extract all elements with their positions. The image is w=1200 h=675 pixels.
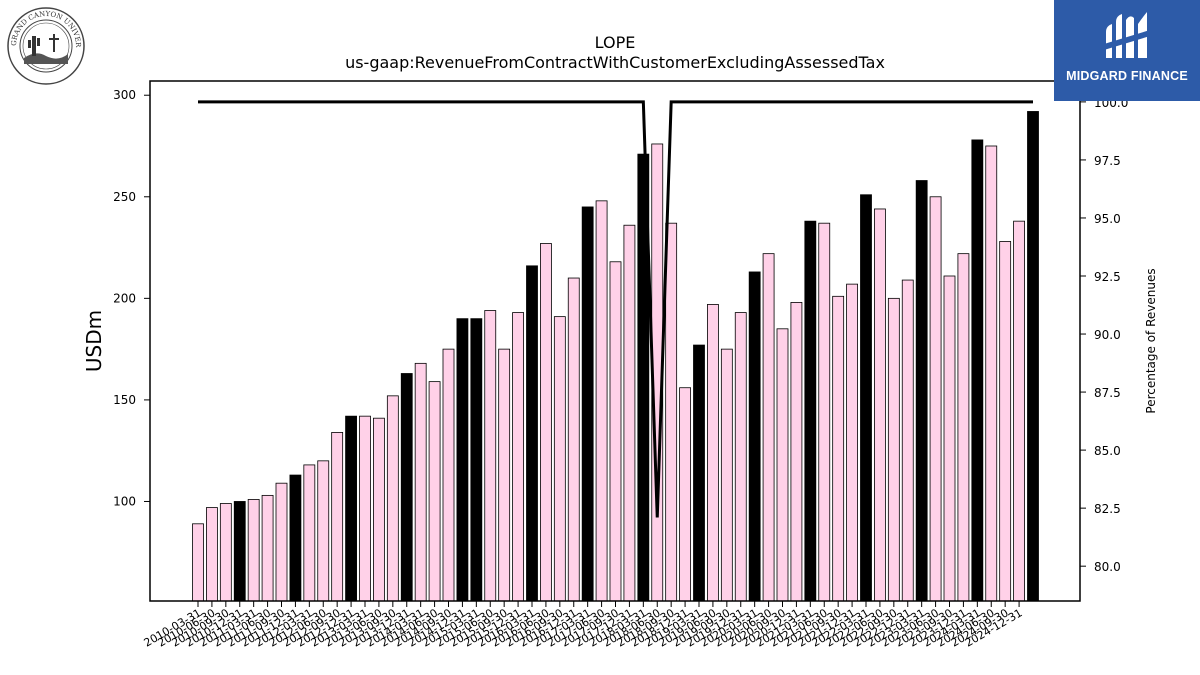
bar-quarter (1013, 220, 1025, 602)
y2-tick-label: 95.0 (1094, 212, 1121, 226)
bar-group (192, 111, 1039, 602)
bar-quarter (623, 224, 636, 602)
bar-quarter (734, 312, 747, 602)
bar-annual (915, 180, 928, 602)
bar-annual (526, 265, 538, 602)
bar-quarter (846, 283, 858, 602)
bar-annual (860, 194, 872, 602)
brand-name: MIDGARD FINANCE (1066, 69, 1188, 83)
bar-quarter (247, 499, 260, 602)
y2-tick-label: 92.5 (1094, 270, 1121, 284)
bar-quarter (595, 200, 608, 602)
bar-quarter (679, 387, 691, 602)
bar-annual (400, 373, 413, 602)
y2-tick-label: 85.0 (1094, 444, 1121, 458)
bar-annual (233, 501, 246, 602)
bar-annual (1027, 111, 1039, 602)
bar-annual (748, 271, 761, 602)
bar-quarter (818, 222, 831, 602)
bar-quarter (331, 432, 344, 602)
bar-quarter (832, 295, 845, 602)
bar-annual (971, 139, 984, 602)
bar-quarter (414, 362, 427, 602)
bar-quarter (707, 304, 719, 602)
bar-quarter (275, 482, 288, 602)
bar-quarter (720, 348, 733, 602)
chart-title: LOPE (595, 33, 636, 52)
bar-quarter (219, 503, 232, 602)
bar-quarter (790, 302, 803, 602)
x-axis-ticks: 2010-03-312010-06-302010-09-302010-12-31… (142, 601, 1025, 650)
chart-subtitle: us-gaap:RevenueFromContractWithCustomerE… (345, 53, 885, 72)
bar-quarter (317, 460, 330, 602)
bar-quarter (428, 381, 441, 602)
bar-quarter (303, 464, 316, 602)
bar-annual (693, 344, 705, 602)
bar-quarter (540, 243, 552, 602)
bar-quarter (999, 241, 1012, 602)
bar-quarter (261, 494, 274, 602)
bar-annual (581, 206, 594, 602)
y2-tick-label: 90.0 (1094, 328, 1121, 342)
bar-quarter (887, 297, 900, 602)
bar-quarter (512, 312, 524, 602)
y-axis-label: USDm (82, 310, 106, 372)
percentage-line-group (198, 100, 1033, 518)
bar-annual (345, 415, 357, 602)
y-tick-label: 200 (113, 291, 136, 305)
y-tick-label: 150 (113, 393, 136, 407)
bar-quarter (373, 417, 385, 602)
y2-tick-label: 80.0 (1094, 560, 1121, 574)
bar-annual (804, 220, 817, 602)
y2-tick-label: 97.5 (1094, 154, 1121, 168)
left-axis-ticks: 100 150 200 250 300 (113, 88, 150, 508)
bar-annual (289, 474, 302, 602)
bar-quarter (665, 222, 678, 602)
bar-quarter (762, 253, 775, 602)
bar-quarter (359, 415, 371, 602)
bar-quarter (957, 253, 970, 602)
bar-quarter (192, 523, 204, 602)
percentage-line (198, 100, 1033, 518)
bar-quarter (442, 348, 455, 602)
y2-tick-label: 82.5 (1094, 502, 1121, 516)
bar-quarter (386, 395, 399, 602)
bar-quarter (985, 145, 998, 602)
bar-quarter (609, 261, 622, 602)
bar-quarter (874, 208, 886, 602)
bar-quarter (943, 275, 956, 602)
bar-quarter (901, 279, 914, 602)
y-tick-label: 300 (113, 88, 136, 102)
y2-axis-label: Percentage of Revenues (1144, 268, 1158, 413)
y-tick-label: 100 (113, 494, 136, 508)
bar-quarter (776, 328, 789, 602)
university-seal-logo: GRAND CANYON UNIVERSITY (6, 6, 85, 85)
y-tick-label: 250 (113, 190, 136, 204)
bar-quarter (484, 310, 497, 602)
brand-logo-icon (1104, 12, 1150, 58)
bar-annual (470, 318, 483, 602)
bar-quarter (553, 316, 566, 602)
bar-quarter (498, 348, 511, 602)
bar-quarter (929, 196, 942, 602)
bar-annual (456, 318, 469, 602)
bar-quarter (206, 507, 218, 602)
brand-badge: MIDGARD FINANCE (1054, 0, 1200, 101)
y2-tick-label: 87.5 (1094, 386, 1121, 400)
bar-quarter (567, 277, 580, 602)
